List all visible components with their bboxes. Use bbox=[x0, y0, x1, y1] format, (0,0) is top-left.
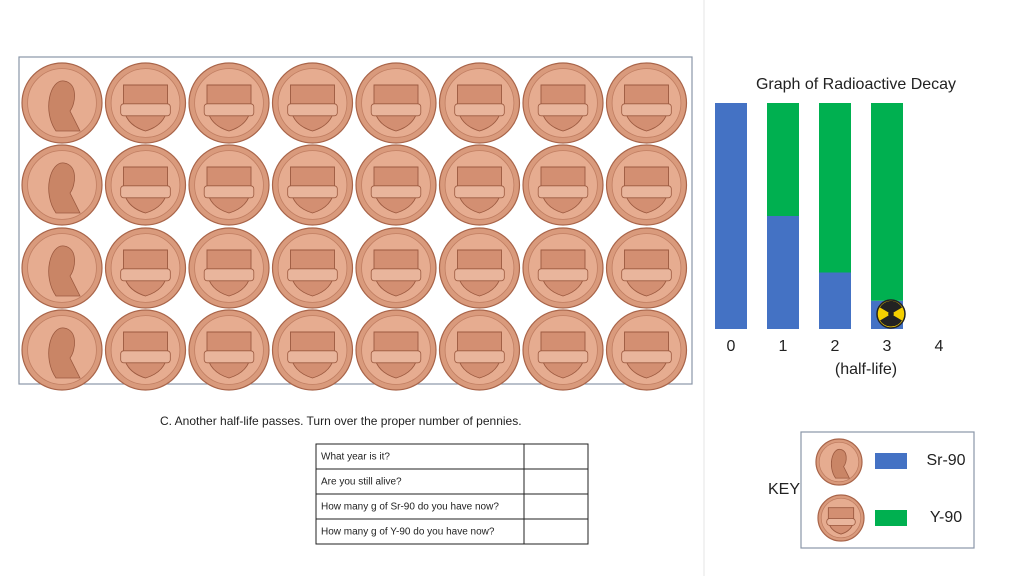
scroll bbox=[370, 268, 422, 282]
penny-tails bbox=[438, 309, 521, 391]
key-label: KEY bbox=[768, 481, 800, 498]
penny-tails bbox=[188, 62, 270, 144]
scroll bbox=[370, 185, 422, 199]
x-tick-label: 4 bbox=[935, 338, 944, 355]
scroll bbox=[537, 103, 589, 117]
penny-tails bbox=[271, 227, 354, 309]
scroll bbox=[621, 268, 672, 282]
instruction: C. Another half-life passes. Turn over t… bbox=[160, 414, 522, 428]
scroll bbox=[537, 268, 589, 282]
scroll bbox=[370, 350, 422, 364]
legend: Sr-90 Y-90 bbox=[875, 452, 966, 526]
penny-tails bbox=[355, 144, 437, 226]
legend-swatch bbox=[875, 510, 907, 526]
scroll bbox=[621, 185, 672, 199]
lincoln bbox=[48, 80, 81, 132]
scroll bbox=[537, 350, 589, 364]
scroll bbox=[454, 185, 505, 199]
penny-tails bbox=[605, 227, 688, 309]
bar-segment bbox=[767, 216, 799, 329]
table-question: What year is it? bbox=[321, 452, 390, 463]
x-tick-label: 2 bbox=[831, 338, 840, 355]
penny-heads bbox=[815, 438, 863, 486]
penny-tails bbox=[104, 144, 187, 226]
penny-tails bbox=[188, 309, 270, 391]
table-question: How many g of Sr-90 do you have now? bbox=[321, 502, 499, 513]
scroll bbox=[203, 268, 255, 282]
key-pennies bbox=[815, 438, 865, 542]
penny-tails bbox=[522, 227, 604, 309]
penny-tails bbox=[355, 309, 437, 391]
penny-tails bbox=[605, 144, 688, 226]
scroll bbox=[454, 103, 505, 117]
penny-tails bbox=[104, 62, 187, 144]
table-question: How many g of Y-90 do you have now? bbox=[321, 527, 495, 538]
scroll bbox=[370, 103, 422, 117]
bar-segment bbox=[767, 103, 799, 216]
penny-heads bbox=[21, 144, 103, 226]
penny-heads bbox=[21, 62, 103, 144]
table-question: Are you still alive? bbox=[321, 477, 402, 488]
x-tick-label: 0 bbox=[727, 338, 736, 355]
bar-segment bbox=[819, 272, 851, 329]
chart: 0 1 2 3 4 bbox=[715, 103, 944, 355]
lincoln bbox=[830, 448, 850, 479]
penny-tails bbox=[104, 309, 187, 391]
penny-tails bbox=[271, 144, 354, 226]
x-tick-label: 1 bbox=[779, 338, 788, 355]
penny-tails bbox=[355, 62, 437, 144]
scroll bbox=[454, 268, 505, 282]
penny-tails bbox=[605, 309, 688, 391]
lincoln bbox=[48, 245, 81, 297]
legend-swatch bbox=[875, 453, 907, 469]
penny-heads bbox=[21, 227, 103, 309]
penny-tails bbox=[438, 227, 521, 309]
scroll bbox=[454, 350, 505, 364]
penny-heads bbox=[21, 309, 103, 391]
radiation-icon bbox=[876, 299, 906, 329]
scroll bbox=[537, 185, 589, 199]
bar-segment bbox=[871, 103, 903, 301]
question-table: What year is it? Are you still alive? How … bbox=[315, 443, 589, 545]
penny-tails bbox=[522, 144, 604, 226]
lincoln bbox=[48, 162, 81, 214]
penny-tails bbox=[188, 144, 270, 226]
scroll bbox=[120, 185, 171, 199]
penny-tails bbox=[438, 62, 521, 144]
penny-tails bbox=[271, 62, 354, 144]
penny-tails bbox=[355, 227, 437, 309]
scroll bbox=[621, 103, 672, 117]
scroll bbox=[203, 185, 255, 199]
scroll bbox=[120, 268, 171, 282]
chart-title: Graph of Radioactive Decay bbox=[756, 76, 956, 93]
scroll bbox=[287, 103, 338, 117]
penny-tails bbox=[104, 227, 187, 309]
scroll bbox=[203, 103, 255, 117]
scroll bbox=[287, 268, 338, 282]
lincoln bbox=[48, 327, 81, 379]
bar-segment bbox=[819, 103, 851, 273]
bar-segment bbox=[715, 103, 747, 329]
scroll bbox=[120, 103, 171, 117]
penny-tails bbox=[188, 227, 270, 309]
scroll bbox=[287, 185, 338, 199]
legend-label: Y-90 bbox=[930, 509, 962, 526]
penny-tails bbox=[438, 144, 521, 226]
legend-label: Sr-90 bbox=[926, 452, 965, 469]
x-axis-label: (half-life) bbox=[835, 361, 897, 378]
scroll bbox=[621, 350, 672, 364]
penny-grid bbox=[21, 62, 688, 391]
scroll bbox=[826, 518, 856, 526]
penny-tails bbox=[271, 309, 354, 391]
penny-tails bbox=[605, 62, 688, 144]
penny-tails bbox=[817, 494, 865, 542]
penny-tails bbox=[522, 309, 604, 391]
scroll bbox=[203, 350, 255, 364]
penny-tails bbox=[522, 62, 604, 144]
scroll bbox=[120, 350, 171, 364]
x-tick-label: 3 bbox=[883, 338, 892, 355]
scroll bbox=[287, 350, 338, 364]
